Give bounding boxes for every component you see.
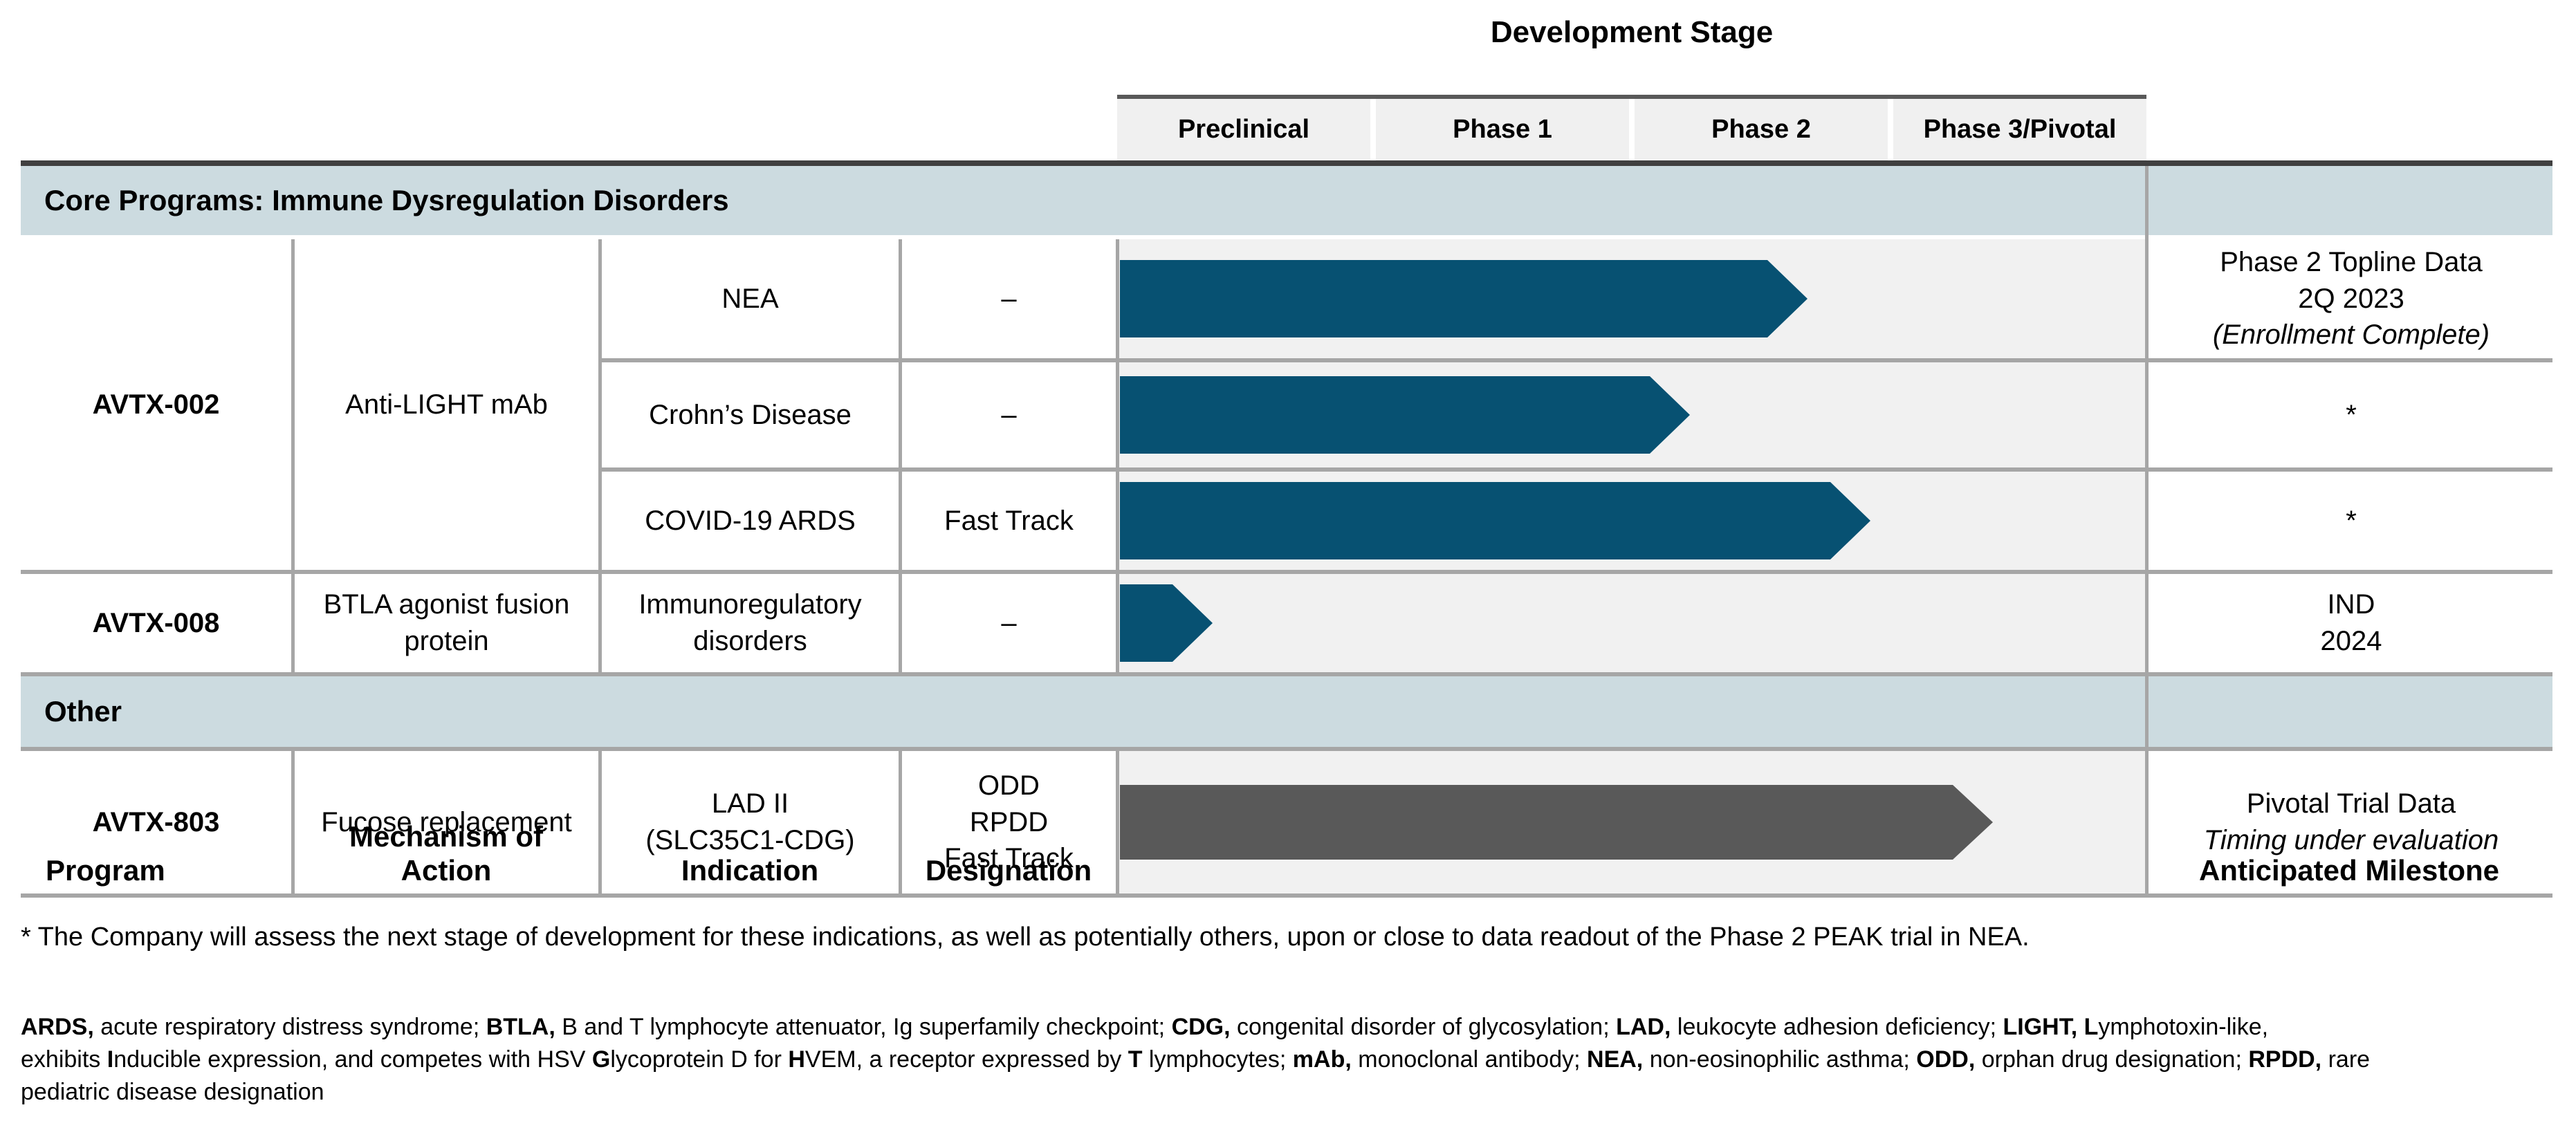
indication-cell-covid-ards: COVID-19 ARDS: [645, 505, 856, 536]
column-divider: [291, 239, 295, 672]
column-divider: [598, 751, 602, 893]
row-divider: [21, 672, 2552, 676]
designation-cell-crohns: –: [1001, 399, 1017, 430]
indication-line: disorders: [693, 626, 807, 656]
column-divider: [291, 751, 295, 893]
progress-arrow-crohns: [1120, 376, 1690, 454]
stage-header-band: Preclinical Phase 1 Phase 2 Phase 3/Pivo…: [1117, 95, 2146, 160]
column-header-milestone: Anticipated Milestone: [2198, 854, 2500, 887]
milestone-line: 2Q 2023: [2298, 283, 2404, 314]
stage-header-phase2: Phase 2: [1635, 99, 1888, 160]
milestone-cell-avtx-008: IND 2024: [2150, 574, 2552, 672]
mechanism-line: BTLA agonist fusion: [323, 589, 570, 620]
indication-cell-crohns: Crohn’s Disease: [649, 399, 852, 430]
designation-cell-covid-ards: Fast Track: [944, 505, 1074, 536]
column-header-indication: Indication: [681, 854, 819, 887]
progress-arrow-nea: [1120, 260, 1807, 337]
designation-line: Fast Track: [944, 843, 1074, 874]
column-divider: [1116, 239, 1119, 672]
mechanism-line: protein: [404, 626, 489, 656]
program-cell-avtx-002: AVTX-002: [92, 389, 220, 420]
mechanism-cell-avtx-002: Anti-LIGHT mAb: [345, 389, 548, 420]
milestone-cell-avtx-803: Pivotal Trial Data Timing under evaluati…: [2150, 751, 2552, 893]
milestone-cell-nea: Phase 2 Topline Data 2Q 2023 (Enrollment…: [2150, 239, 2552, 358]
program-cell-avtx-803: AVTX-803: [92, 806, 220, 837]
milestone-line: Pivotal Trial Data: [2246, 788, 2456, 819]
row-divider: [21, 570, 2552, 574]
designation-line: ODD: [978, 770, 1040, 801]
milestone-line: (Enrollment Complete): [2212, 319, 2490, 351]
milestone-line: *: [2346, 399, 2357, 430]
row-divider: [21, 747, 2552, 751]
section-title: Other: [44, 695, 122, 728]
section-title: Core Programs: Immune Dysregulation Diso…: [44, 184, 729, 216]
milestone-cell-covid-ards: *: [2150, 472, 2552, 570]
indication-line: (SLC35C1-CDG): [645, 825, 855, 855]
milestone-line: 2024: [2320, 626, 2382, 656]
mechanism-cell-avtx-803: Fucose replacement: [321, 806, 572, 837]
indication-cell-avtx-008: Immunoregulatory disorders: [602, 574, 899, 672]
designation-cell-avtx-803: ODD RPDD Fast Track: [902, 751, 1116, 893]
progress-arrow-avtx-803: [1120, 785, 1993, 860]
pipeline-table: Development Stage Program Mechanism of A…: [21, 0, 2552, 899]
stage-header-phase1: Phase 1: [1376, 99, 1629, 160]
column-divider: [899, 751, 902, 893]
milestone-line: Timing under evaluation: [2203, 825, 2499, 855]
designation-cell-nea: –: [1001, 283, 1017, 314]
indication-cell-nea: NEA: [721, 283, 779, 314]
indication-cell-avtx-803: LAD II (SLC35C1-CDG): [602, 751, 899, 893]
row-divider: [600, 467, 2552, 472]
abbreviations-footnote: ARDS, acute respiratory distress syndrom…: [21, 1014, 2371, 1105]
milestone-cell-crohns: *: [2150, 362, 2552, 467]
column-header-mechanism: Mechanism of Action: [349, 819, 544, 887]
section-band-core-programs: Core Programs: Immune Dysregulation Diso…: [21, 166, 2552, 235]
mechanism-cell-avtx-008: BTLA agonist fusion protein: [295, 574, 598, 672]
designation-cell-avtx-008: –: [1001, 607, 1017, 638]
indication-line: LAD II: [711, 788, 789, 819]
column-divider: [1116, 751, 1119, 893]
column-header-designation: Designation: [925, 854, 1092, 887]
column-header-program: Program: [46, 854, 165, 887]
milestone-line: Phase 2 Topline Data: [2220, 246, 2483, 277]
milestone-column-divider: [2145, 166, 2149, 893]
header-underline: [21, 160, 2552, 166]
milestone-line: *: [2346, 505, 2357, 536]
program-cell-avtx-008: AVTX-008: [92, 607, 220, 638]
indication-line: Immunoregulatory: [638, 589, 862, 620]
column-divider: [598, 239, 602, 672]
asterisk-footnote: * The Company will assess the next stage…: [21, 923, 2030, 952]
row-divider: [600, 358, 2552, 362]
development-stage-title: Development Stage: [1490, 15, 1774, 49]
stage-header-preclinical: Preclinical: [1117, 99, 1370, 160]
stage-track: [1117, 574, 2146, 672]
column-divider: [899, 239, 902, 672]
designation-line: RPDD: [969, 806, 1049, 837]
stage-header-phase3: Phase 3/Pivotal: [1893, 99, 2146, 160]
section-band-other: Other: [21, 676, 2552, 747]
table-bottom-border: [21, 893, 2552, 898]
milestone-line: IND: [2327, 589, 2375, 620]
progress-arrow-covid-ards: [1120, 482, 1870, 559]
